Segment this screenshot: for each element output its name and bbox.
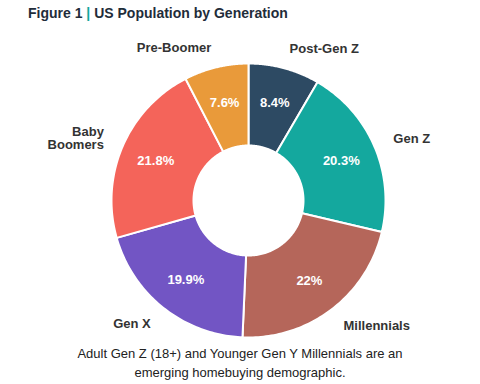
svg-text:Pre-Boomer: Pre-Boomer	[137, 40, 211, 55]
svg-text:7.6%: 7.6%	[210, 95, 240, 110]
html-text:Figure 1 | US Population by Ge: Figure 1 | US Population by Generation	[28, 5, 288, 21]
svg-text:Post-Gen Z: Post-Gen Z	[290, 41, 359, 56]
svg-text:Gen Z: Gen Z	[393, 131, 430, 146]
svg-text:Millennials: Millennials	[343, 318, 409, 333]
svg-text:21.8%: 21.8%	[137, 153, 174, 168]
svg-text:19.9%: 19.9%	[167, 272, 204, 287]
svg-text:20.3%: 20.3%	[323, 153, 360, 168]
svg-text:Gen X: Gen X	[113, 316, 151, 331]
html-text:Adult Gen Z (18+) and Younger: Adult Gen Z (18+) and Younger Gen Y Mill…	[77, 346, 403, 380]
svg-text:BabyBoomers: BabyBoomers	[48, 124, 105, 152]
svg-text:8.4%: 8.4%	[260, 95, 290, 110]
svg-text:22%: 22%	[296, 273, 322, 288]
